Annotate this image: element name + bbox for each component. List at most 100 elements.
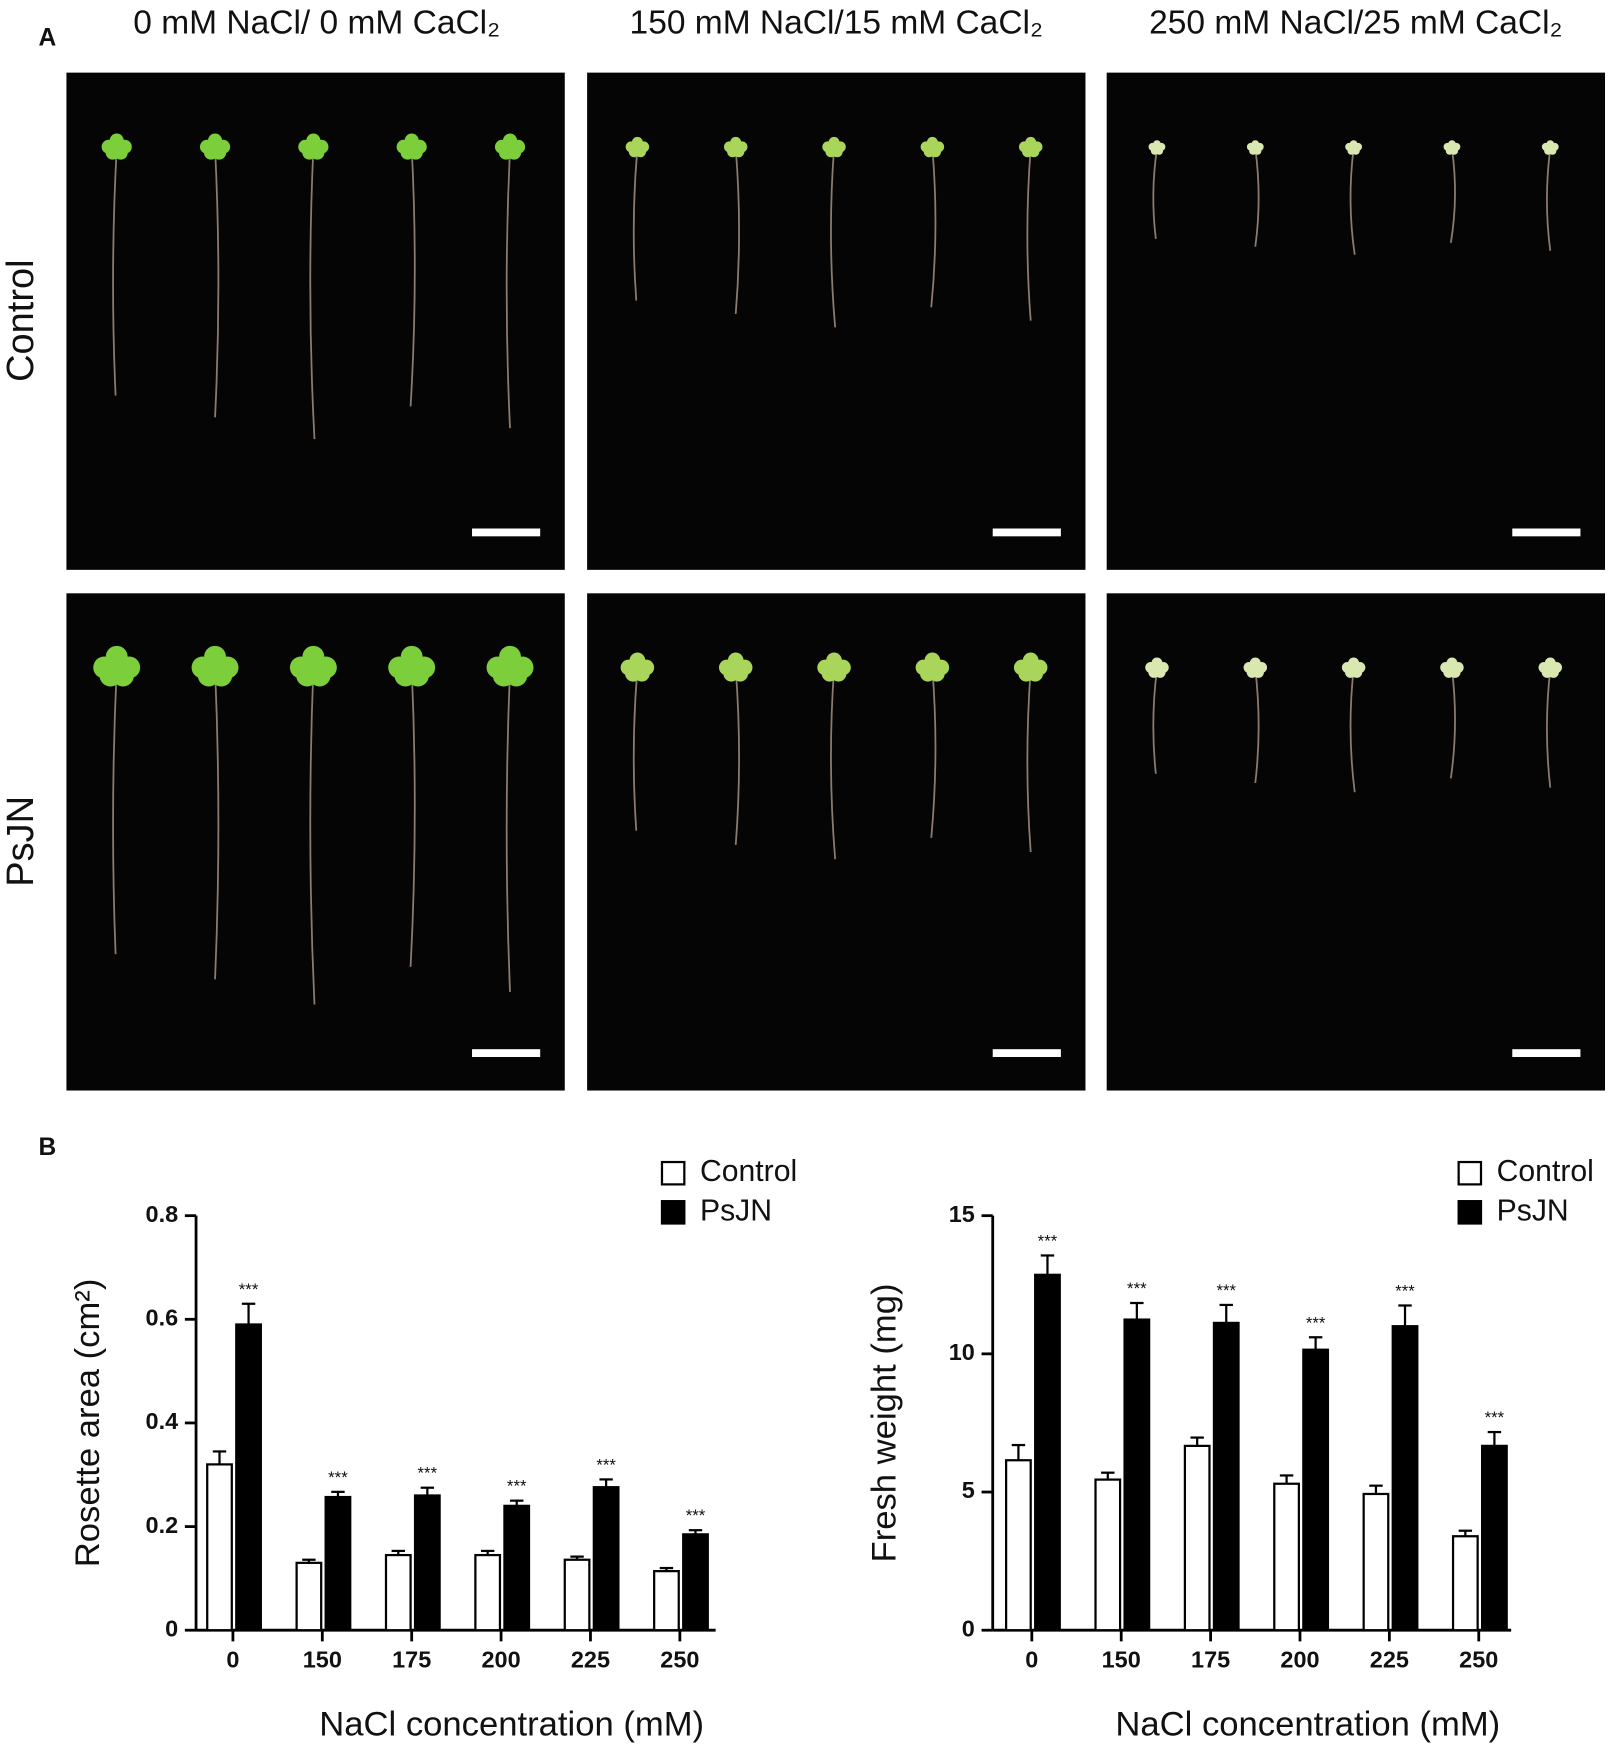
leaf [830, 665, 847, 682]
leaf [505, 664, 528, 687]
root [734, 669, 740, 846]
y-axis-label: Rosette area (cm²) [69, 1279, 107, 1568]
x-tick-label: 175 [392, 1647, 431, 1673]
leaf [732, 665, 749, 682]
leaf [1025, 136, 1037, 148]
leaf [499, 645, 521, 668]
photo-panel [66, 72, 1606, 1091]
bar [1094, 1478, 1122, 1632]
significance: *** [1216, 1281, 1236, 1300]
leaf [1253, 146, 1262, 155]
bar [1212, 1321, 1240, 1632]
leaf [1349, 140, 1358, 149]
legend-label: Control [1497, 1155, 1594, 1188]
leaf [112, 664, 134, 687]
y-tick-label: 0 [165, 1615, 178, 1641]
root [112, 669, 118, 955]
leaf [1548, 146, 1557, 155]
bar [1451, 1535, 1479, 1632]
scale-bar [1512, 1049, 1581, 1058]
leaf [408, 145, 423, 160]
leaf [1446, 657, 1458, 669]
significance: *** [596, 1455, 616, 1474]
root [1254, 669, 1260, 784]
bar [206, 1463, 233, 1632]
leaf [1028, 146, 1040, 158]
leaf [826, 652, 842, 669]
leaf [507, 145, 522, 160]
significance: *** [1038, 1231, 1058, 1250]
legend-swatch [1457, 1160, 1483, 1186]
bar [563, 1558, 591, 1632]
leaf [1351, 666, 1363, 678]
x-tick-label: 225 [571, 1647, 610, 1673]
significance: *** [686, 1506, 706, 1525]
leaf [635, 146, 647, 158]
significance: *** [1306, 1313, 1326, 1332]
x-tick-label: 175 [1191, 1647, 1230, 1673]
root [112, 148, 118, 396]
leaf [930, 146, 941, 158]
legend-swatch [660, 1160, 686, 1186]
root [409, 669, 416, 967]
leaf [1450, 146, 1459, 155]
y-tick-label: 10 [949, 1339, 975, 1365]
leaf [109, 133, 124, 148]
root [1546, 148, 1552, 251]
leaf [733, 146, 745, 158]
leaf [631, 136, 643, 148]
root [632, 148, 639, 301]
x-tick-label: 250 [660, 1647, 699, 1673]
x-tick-label: 150 [303, 1647, 342, 1673]
bar [1034, 1273, 1061, 1632]
scale-bar [1512, 528, 1581, 537]
x-tick-label: 150 [1102, 1647, 1141, 1673]
leaf [302, 645, 325, 668]
root [1349, 669, 1356, 793]
leaf [929, 665, 945, 682]
leaf [308, 664, 331, 687]
leaf [831, 146, 843, 158]
bar [295, 1561, 323, 1632]
root [1152, 148, 1158, 239]
leaf [1252, 666, 1264, 678]
x-tick-label: 200 [1280, 1647, 1319, 1673]
root [930, 148, 937, 308]
column-header: 0 mM NaCl/ 0 mM CaCl₂ [133, 4, 500, 41]
leaf [1153, 140, 1161, 149]
bar [592, 1486, 620, 1632]
column-header: 250 mM NaCl/25 mM CaCl₂ [1149, 4, 1562, 41]
leaf [204, 645, 226, 668]
root [214, 148, 220, 418]
panel-label: B [39, 1134, 57, 1161]
leaf [1027, 665, 1043, 682]
legend-label: PsJN [700, 1194, 772, 1227]
leaf [1348, 657, 1360, 669]
y-tick-label: 0.4 [146, 1408, 179, 1434]
panel-label: A [39, 25, 57, 52]
row-label: PsJN [0, 796, 42, 887]
y-tick-label: 15 [949, 1201, 975, 1227]
leaf [629, 652, 646, 669]
row-label: Control [0, 259, 42, 381]
root [409, 148, 416, 407]
legend-swatch [660, 1200, 686, 1225]
root [505, 148, 511, 429]
scale-bar [472, 528, 541, 537]
leaf [404, 133, 419, 148]
x-tick-label: 0 [226, 1647, 239, 1673]
x-tick-label: 250 [1459, 1647, 1498, 1673]
bar [474, 1553, 502, 1632]
y-tick-label: 0 [962, 1615, 975, 1641]
leaf [113, 145, 128, 160]
x-tick-label: 225 [1370, 1647, 1409, 1673]
significance: *** [328, 1468, 348, 1487]
leaf [407, 664, 429, 687]
root [1349, 148, 1356, 255]
leaf [1151, 657, 1163, 669]
bar [1391, 1325, 1419, 1632]
column-header: 150 mM NaCl/15 mM CaCl₂ [630, 4, 1043, 41]
leaf [926, 136, 938, 148]
bar [682, 1533, 709, 1632]
